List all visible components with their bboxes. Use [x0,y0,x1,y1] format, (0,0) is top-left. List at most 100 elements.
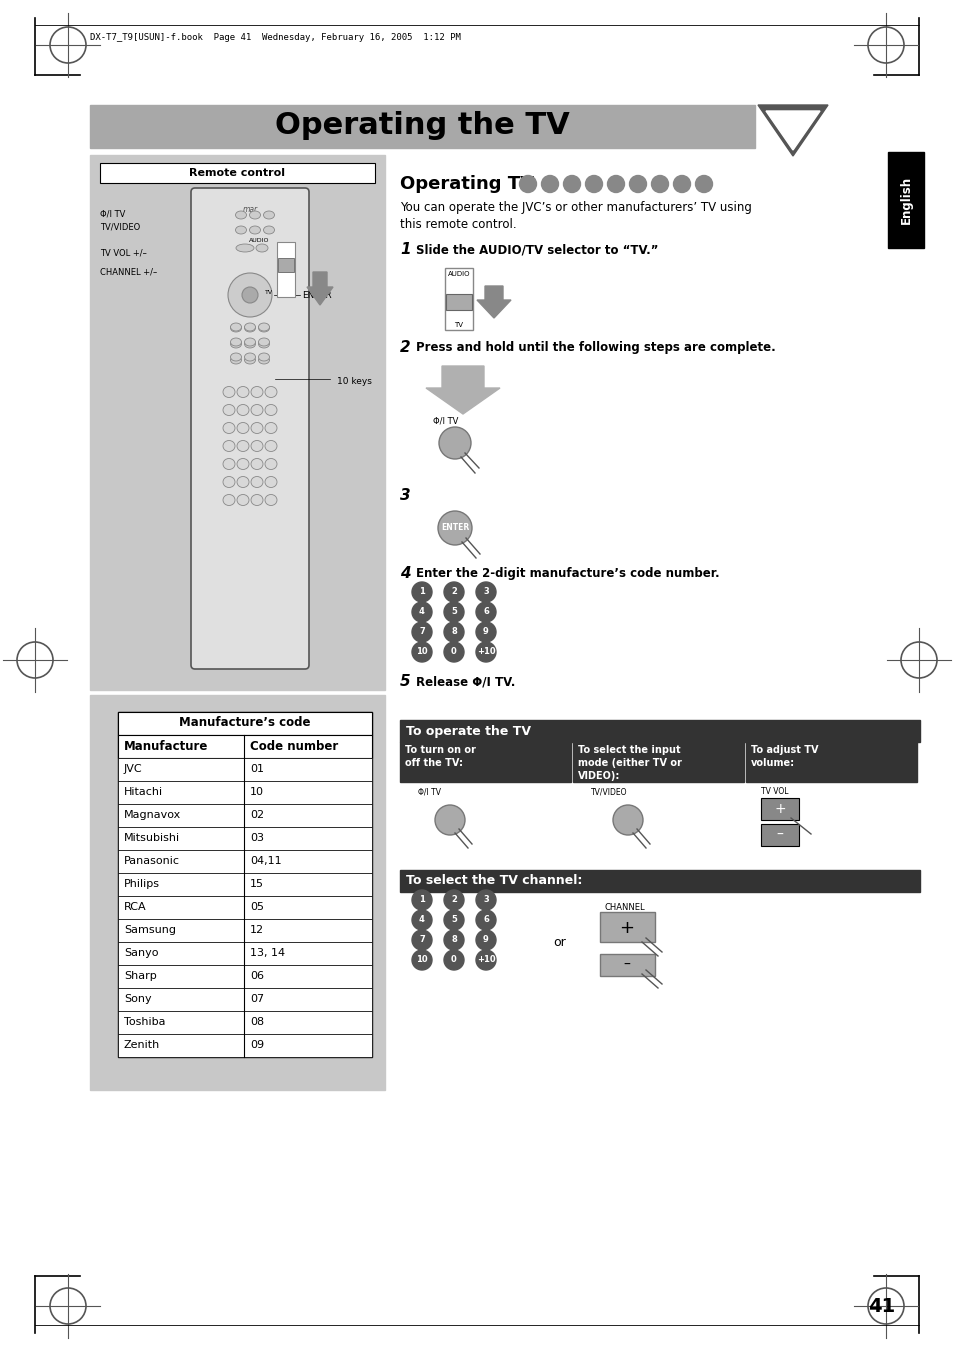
Text: Code number: Code number [250,739,338,753]
Ellipse shape [250,211,260,219]
Ellipse shape [231,323,241,331]
Bar [573,742,743,782]
Ellipse shape [235,226,246,234]
Text: Zenith: Zenith [124,1040,160,1050]
Ellipse shape [223,404,234,416]
Bar [118,896,372,919]
Polygon shape [307,272,333,305]
Bar [118,712,372,1056]
Circle shape [242,286,257,303]
Circle shape [443,911,463,929]
Circle shape [476,603,496,621]
Ellipse shape [244,324,255,332]
Ellipse shape [265,440,276,451]
FancyBboxPatch shape [191,188,309,669]
Text: this remote control.: this remote control. [399,218,517,231]
Ellipse shape [231,324,241,332]
Text: 10 keys: 10 keys [336,377,372,386]
Bar [599,954,655,975]
Ellipse shape [251,458,263,470]
Text: 5: 5 [399,674,410,689]
Bar [745,742,916,782]
Bar [118,1034,372,1056]
Circle shape [476,642,496,662]
Ellipse shape [236,458,249,470]
Text: Mitsubishi: Mitsubishi [124,834,180,843]
Ellipse shape [258,340,269,349]
Ellipse shape [265,494,276,505]
Ellipse shape [265,404,276,416]
Bar [118,804,372,827]
Text: 13, 14: 13, 14 [250,948,285,958]
Text: 8: 8 [451,935,456,944]
Text: Sony: Sony [124,994,152,1004]
Text: 2: 2 [451,896,456,905]
Ellipse shape [244,340,255,349]
Ellipse shape [258,353,269,361]
Circle shape [443,950,463,970]
Circle shape [519,176,536,192]
Ellipse shape [250,226,260,234]
Text: 05: 05 [250,902,264,912]
Ellipse shape [265,423,276,434]
Bar [100,163,375,182]
Polygon shape [758,105,827,155]
Bar [118,1011,372,1034]
Ellipse shape [265,386,276,397]
Ellipse shape [231,357,241,363]
Ellipse shape [244,338,255,346]
Text: 1: 1 [399,242,410,258]
Circle shape [607,176,624,192]
Circle shape [412,603,432,621]
Text: 3: 3 [482,588,488,597]
Ellipse shape [231,340,241,349]
Text: Operating the TV: Operating the TV [274,112,569,141]
Text: To select the TV channel:: To select the TV channel: [406,874,581,888]
Text: mar: mar [242,205,257,215]
Ellipse shape [263,211,274,219]
Circle shape [443,890,463,911]
Bar [90,105,754,149]
Text: 5: 5 [451,608,456,616]
Text: 1: 1 [418,896,424,905]
Circle shape [476,950,496,970]
Bar [399,870,919,892]
Text: 10: 10 [416,647,427,657]
Circle shape [228,273,272,317]
Text: TV: TV [454,322,463,328]
Text: Release Φ/I TV.: Release Φ/I TV. [416,676,515,689]
Text: To adjust TV: To adjust TV [750,744,818,755]
Ellipse shape [223,386,234,397]
Circle shape [443,603,463,621]
Text: 2: 2 [399,340,410,355]
Bar [118,942,372,965]
Circle shape [435,805,464,835]
Text: 7: 7 [418,627,424,636]
Text: 4: 4 [418,916,424,924]
Bar [118,988,372,1011]
Text: You can operate the JVC’s or other manufacturers’ TV using: You can operate the JVC’s or other manuf… [399,201,751,215]
Text: TV/VIDEO: TV/VIDEO [100,223,140,231]
Ellipse shape [251,440,263,451]
Text: 02: 02 [250,811,264,820]
Text: +10: +10 [476,647,495,657]
Ellipse shape [236,386,249,397]
Text: ENTER: ENTER [440,523,469,532]
Circle shape [443,642,463,662]
Text: 2: 2 [451,588,456,597]
Ellipse shape [251,386,263,397]
Ellipse shape [236,477,249,488]
Circle shape [438,427,471,459]
Text: 0: 0 [451,647,456,657]
Text: Panasonic: Panasonic [124,857,180,866]
Ellipse shape [223,440,234,451]
Text: 9: 9 [482,627,488,636]
Bar [399,742,571,782]
Ellipse shape [236,404,249,416]
Text: AUDIO: AUDIO [447,272,470,277]
Ellipse shape [251,404,263,416]
Circle shape [476,890,496,911]
Text: 10: 10 [416,955,427,965]
Ellipse shape [258,324,269,332]
Text: +: + [618,919,634,938]
